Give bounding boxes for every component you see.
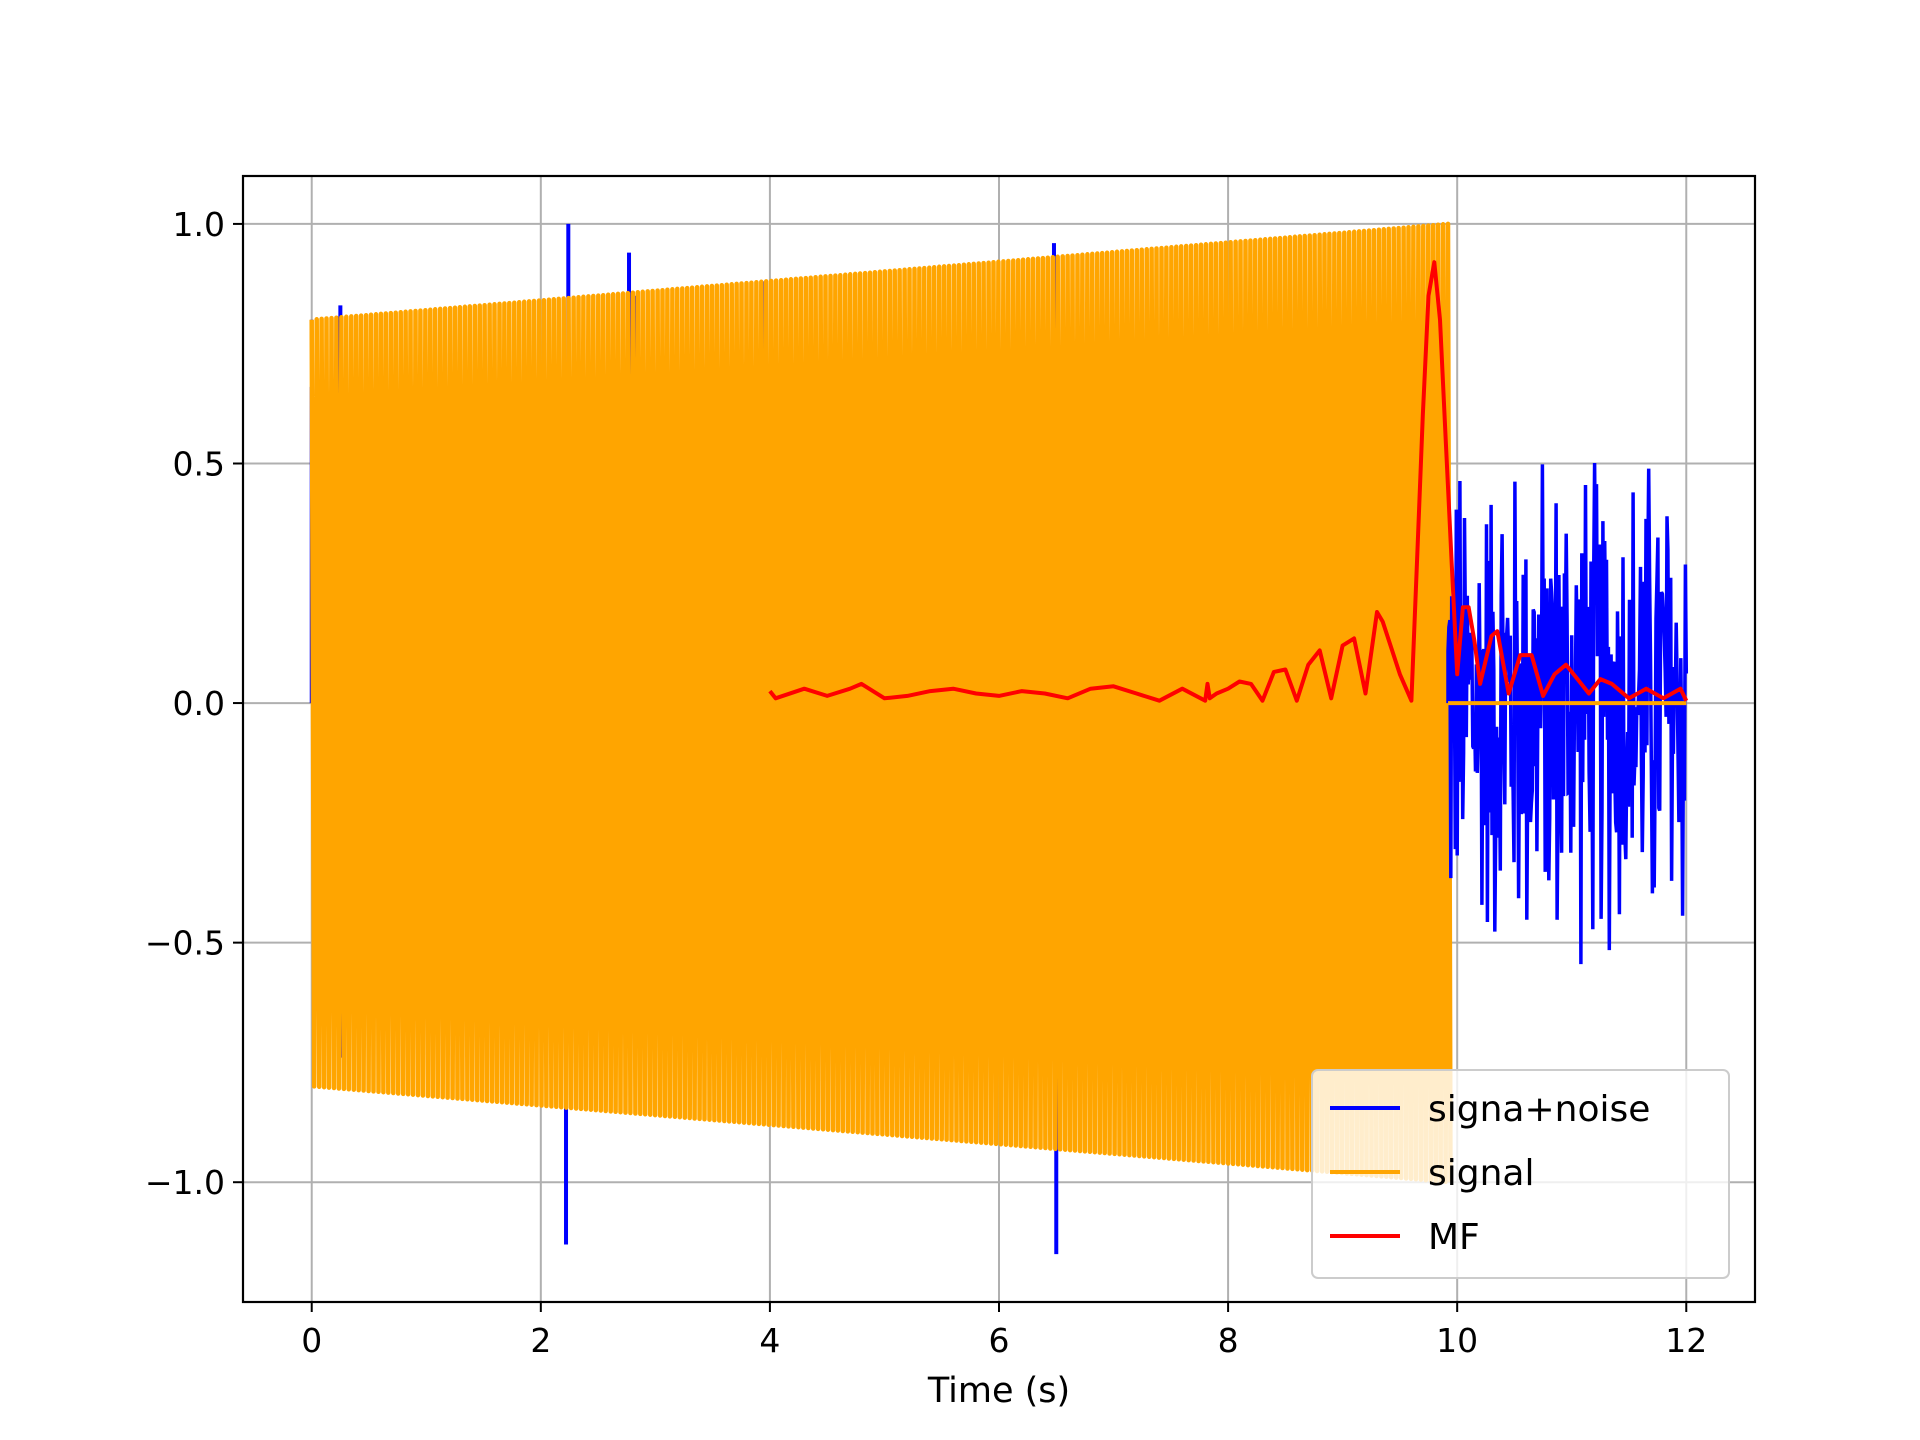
legend-label: MF [1428, 1217, 1480, 1258]
legend-label: signal [1428, 1153, 1535, 1194]
legend: signa+noise signal MF [1311, 1069, 1730, 1279]
x-axis-label: Time (s) [927, 1371, 1070, 1411]
axis-ticks: 0 2 4 6 8 10 12 −1.0 −0.5 0.0 0.5 1.0 [145, 205, 1707, 1360]
series-signal-chirp [309, 221, 1453, 1185]
plot-area [309, 221, 1689, 1255]
x-tick-label: 0 [301, 1321, 322, 1360]
legend-frame [1311, 1069, 1730, 1279]
x-tick-label: 4 [759, 1321, 780, 1360]
x-tick-label: 8 [1218, 1321, 1239, 1360]
y-tick-label: −0.5 [145, 924, 225, 963]
y-tick-label: 0.0 [173, 684, 225, 723]
legend-label: signa+noise [1428, 1089, 1650, 1130]
y-tick-label: −1.0 [145, 1163, 225, 1202]
series-mf [768, 260, 1689, 703]
x-tick-label: 10 [1436, 1321, 1478, 1360]
x-tick-label: 6 [989, 1321, 1010, 1360]
x-tick-label: 2 [530, 1321, 551, 1360]
x-tick-label: 12 [1665, 1321, 1707, 1360]
y-tick-label: 0.5 [173, 444, 225, 483]
series-signal-noise-tail [1446, 462, 1689, 965]
y-tick-label: 1.0 [173, 205, 225, 244]
